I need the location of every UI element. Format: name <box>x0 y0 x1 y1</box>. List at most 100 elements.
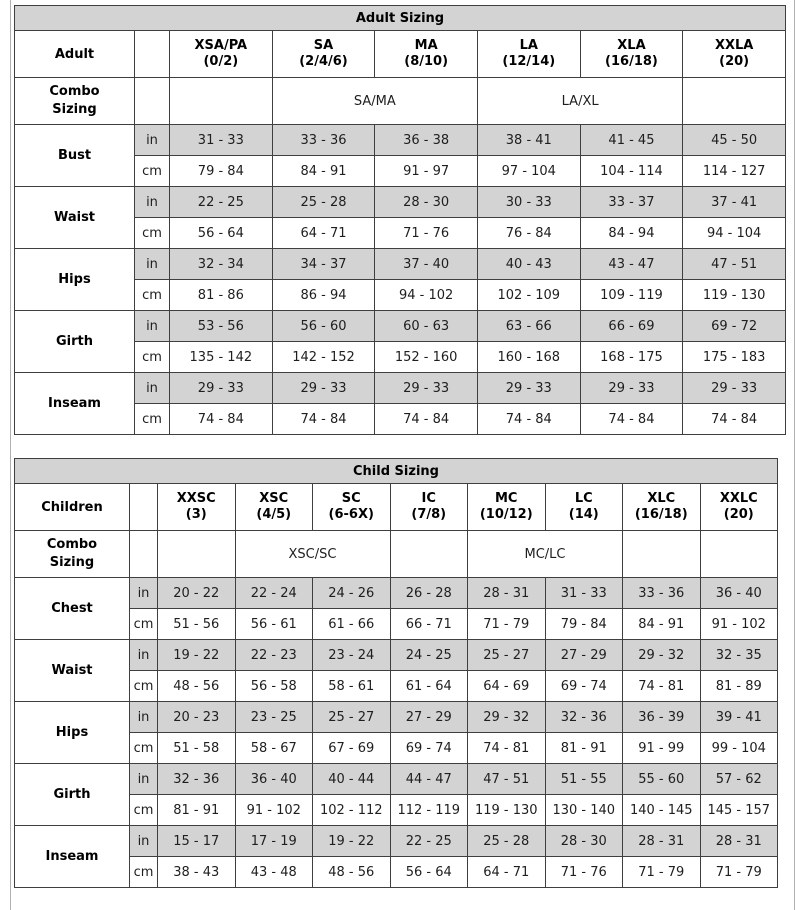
size-range-cell: 27 - 29 <box>389 701 468 733</box>
size-range-cell: 15 - 17 <box>157 825 236 857</box>
size-range-cell: 102 - 109 <box>476 279 581 311</box>
size-code: XLC <box>647 491 676 506</box>
size-range-cell: 84 - 91 <box>271 155 376 187</box>
size-range-cell: 64 - 71 <box>467 856 546 888</box>
size-range-cell: 84 - 94 <box>579 217 684 249</box>
size-numbers: (10/12) <box>479 507 533 522</box>
size-range-cell: 51 - 58 <box>157 732 236 764</box>
size-range-cell: 79 - 84 <box>169 155 273 187</box>
measurement-label: Chest <box>14 577 130 640</box>
size-range-cell: 175 - 183 <box>682 341 786 373</box>
size-range-cell: 19 - 22 <box>157 639 236 671</box>
size-numbers: (20) <box>719 54 750 69</box>
size-range-cell: 145 - 157 <box>699 794 778 826</box>
group-label: Children <box>14 483 130 531</box>
size-range-cell: 56 - 64 <box>389 856 468 888</box>
size-range-cell: 58 - 61 <box>312 670 391 702</box>
size-column-header: LC (14) <box>544 483 623 531</box>
size-range-cell: 28 - 31 <box>622 825 701 857</box>
size-range-cell: 32 - 34 <box>169 248 273 280</box>
size-range-cell: 45 - 50 <box>682 124 786 156</box>
size-range-cell: 48 - 56 <box>312 856 391 888</box>
size-range-cell: 69 - 74 <box>389 732 468 764</box>
size-range-cell: 94 - 104 <box>682 217 786 249</box>
size-range-cell: 26 - 28 <box>389 577 468 609</box>
unit-col-spacer <box>134 30 170 78</box>
size-range-cell: 20 - 23 <box>157 701 236 733</box>
size-range-cell: 56 - 61 <box>234 608 313 640</box>
size-range-cell: 142 - 152 <box>271 341 376 373</box>
size-numbers: (6-6X) <box>328 507 374 522</box>
size-range-cell: 20 - 22 <box>157 577 236 609</box>
size-range-cell: 102 - 112 <box>312 794 391 826</box>
unit-label: in <box>134 310 170 342</box>
unit-label: in <box>134 248 170 280</box>
size-numbers: (12/14) <box>502 54 556 69</box>
size-numbers: (0/2) <box>203 54 239 69</box>
size-range-cell: 81 - 91 <box>544 732 623 764</box>
size-range-cell: 29 - 32 <box>622 639 701 671</box>
size-range-cell: 43 - 48 <box>234 856 313 888</box>
size-range-cell: 112 - 119 <box>389 794 468 826</box>
unit-label: cm <box>129 670 158 702</box>
measurement-label: Girth <box>14 310 135 373</box>
unit-label: cm <box>134 217 170 249</box>
size-range-cell: 25 - 27 <box>312 701 391 733</box>
size-range-cell: 71 - 76 <box>544 856 623 888</box>
size-column-header: XXLC (20) <box>699 483 778 531</box>
measurement-label: Waist <box>14 186 135 249</box>
combo-size-value: XSC/SC <box>234 530 391 578</box>
size-range-cell: 119 - 130 <box>682 279 786 311</box>
unit-col-spacer <box>134 77 170 125</box>
size-range-cell: 86 - 94 <box>271 279 376 311</box>
size-column-header: IC (7/8) <box>389 483 468 531</box>
size-code: LC <box>574 491 593 506</box>
size-range-cell: 104 - 114 <box>579 155 684 187</box>
size-column-header: XXSC (3) <box>157 483 236 531</box>
size-range-cell: 36 - 39 <box>622 701 701 733</box>
size-range-cell: 33 - 36 <box>271 124 376 156</box>
child-table-slot: Child Sizing Children XXSC (3) XSC (4/5) SC (6-… <box>14 458 794 888</box>
unit-label: in <box>129 577 158 609</box>
size-range-cell: 23 - 24 <box>312 639 391 671</box>
size-column-header: SC (6-6X) <box>312 483 391 531</box>
unit-label: in <box>129 825 158 857</box>
size-range-cell: 38 - 43 <box>157 856 236 888</box>
size-range-cell: 47 - 51 <box>467 763 546 795</box>
size-range-cell: 37 - 40 <box>374 248 478 280</box>
unit-label: cm <box>129 732 158 764</box>
size-range-cell: 66 - 69 <box>579 310 684 342</box>
combo-size-value: LA/XL <box>476 77 684 125</box>
size-range-cell: 31 - 33 <box>544 577 623 609</box>
size-range-cell: 43 - 47 <box>579 248 684 280</box>
size-range-cell: 23 - 25 <box>234 701 313 733</box>
size-range-cell: 94 - 102 <box>374 279 478 311</box>
size-range-cell: 160 - 168 <box>476 341 581 373</box>
size-range-cell: 74 - 81 <box>622 670 701 702</box>
size-range-cell: 119 - 130 <box>467 794 546 826</box>
size-range-cell: 71 - 76 <box>374 217 478 249</box>
combo-empty-cell <box>157 530 236 578</box>
size-column-header: XXLA (20) <box>682 30 786 78</box>
adult-sizing-table: Adult Sizing Adult XSA/PA (0/2) SA (2/4/6) MA(… <box>14 5 786 435</box>
size-range-cell: 64 - 69 <box>467 670 546 702</box>
size-range-cell: 69 - 72 <box>682 310 786 342</box>
size-range-cell: 39 - 41 <box>699 701 778 733</box>
size-range-cell: 29 - 33 <box>169 372 273 404</box>
combo-empty-cell <box>699 530 778 578</box>
size-range-cell: 91 - 99 <box>622 732 701 764</box>
size-range-cell: 27 - 29 <box>544 639 623 671</box>
size-range-cell: 76 - 84 <box>476 217 581 249</box>
size-range-cell: 34 - 37 <box>271 248 376 280</box>
unit-label: cm <box>134 155 170 187</box>
measurement-label: Girth <box>14 763 130 826</box>
size-range-cell: 48 - 56 <box>157 670 236 702</box>
size-range-cell: 32 - 36 <box>157 763 236 795</box>
size-code: IC <box>421 491 436 506</box>
combo-empty-cell <box>682 77 786 125</box>
size-range-cell: 74 - 84 <box>374 403 478 435</box>
measurement-label: Hips <box>14 701 130 764</box>
measurement-label: Bust <box>14 124 135 187</box>
combo-empty-cell <box>622 530 701 578</box>
combo-size-value: SA/MA <box>271 77 478 125</box>
